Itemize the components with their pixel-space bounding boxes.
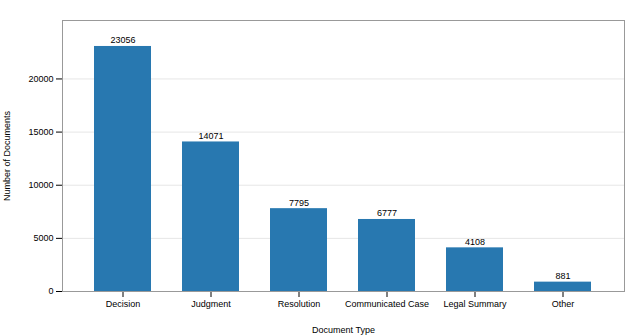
svg-text:10000: 10000 bbox=[28, 180, 53, 190]
svg-text:7795: 7795 bbox=[289, 198, 309, 208]
svg-text:20000: 20000 bbox=[28, 74, 53, 84]
svg-text:Number of Documents: Number of Documents bbox=[2, 110, 12, 201]
svg-text:Document Type: Document Type bbox=[312, 325, 375, 335]
svg-text:14071: 14071 bbox=[198, 131, 223, 141]
svg-text:Judgment: Judgment bbox=[191, 299, 231, 309]
svg-text:Communicated Case: Communicated Case bbox=[345, 299, 429, 309]
svg-text:Resolution: Resolution bbox=[278, 299, 321, 309]
svg-text:15000: 15000 bbox=[28, 127, 53, 137]
svg-text:Other: Other bbox=[552, 299, 575, 309]
svg-text:6777: 6777 bbox=[377, 208, 397, 218]
svg-text:Decision: Decision bbox=[106, 299, 141, 309]
svg-text:4108: 4108 bbox=[465, 237, 485, 247]
svg-text:Legal Summary: Legal Summary bbox=[443, 299, 507, 309]
svg-text:23056: 23056 bbox=[110, 35, 135, 45]
svg-text:881: 881 bbox=[555, 271, 570, 281]
svg-text:0: 0 bbox=[48, 286, 53, 296]
svg-text:5000: 5000 bbox=[33, 233, 53, 243]
